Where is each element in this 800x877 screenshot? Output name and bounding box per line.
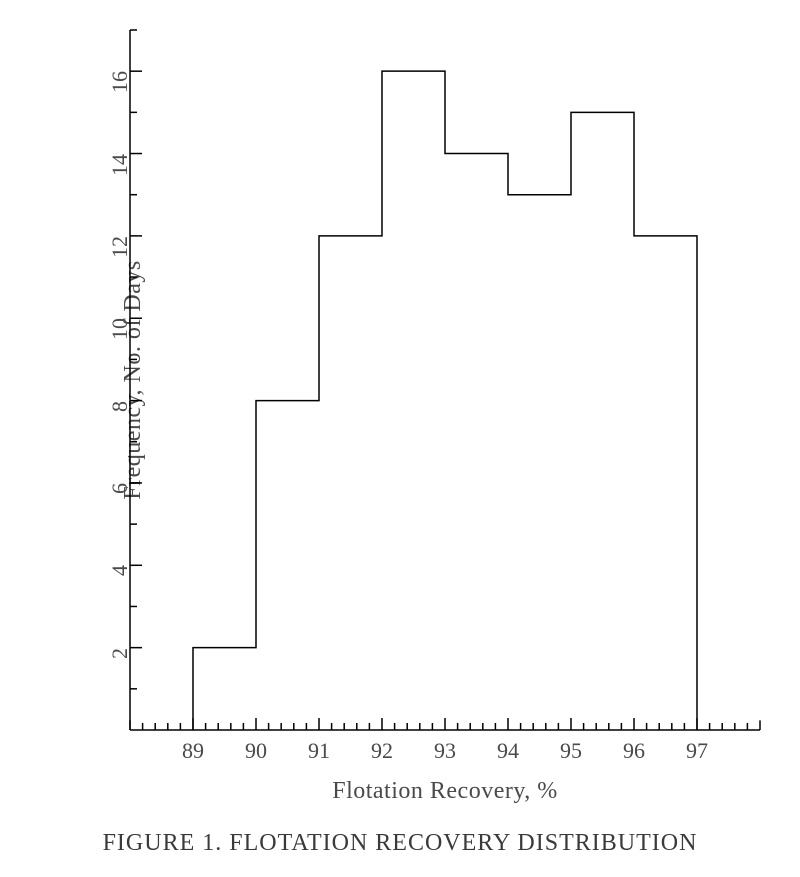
x-tick-label: 92: [371, 738, 393, 764]
x-tick-label: 91: [308, 738, 330, 764]
page: Frequency, No. of Days Flotation Recover…: [0, 0, 800, 877]
x-tick-label: 93: [434, 738, 456, 764]
histogram-outline: [193, 71, 697, 730]
x-tick-label: 94: [497, 738, 519, 764]
x-axis-label: Flotation Recovery, %: [130, 778, 760, 805]
x-tick-label: 89: [182, 738, 204, 764]
x-tick-label: 96: [623, 738, 645, 764]
x-tick-label: 97: [686, 738, 708, 764]
x-tick-label: 95: [560, 738, 582, 764]
x-tick-label: 90: [245, 738, 267, 764]
figure-caption: FIGURE 1. FLOTATION RECOVERY DISTRIBUTIO…: [0, 830, 800, 857]
chart-svg: [130, 30, 760, 730]
histogram-chart: [130, 30, 760, 730]
